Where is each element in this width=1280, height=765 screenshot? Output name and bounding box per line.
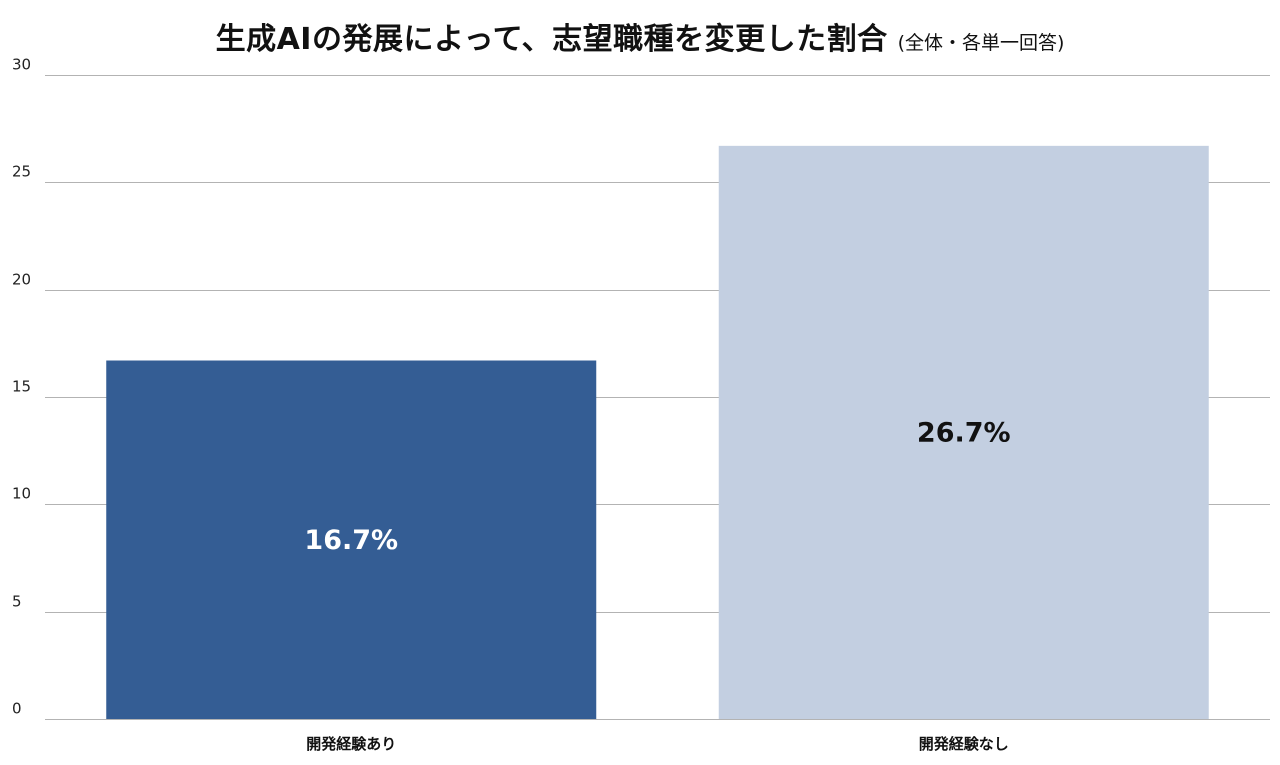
bar	[718, 145, 1209, 720]
y-tick-label: 0	[12, 700, 22, 718]
chart-title: 生成AIの発展によって、志望職種を変更した割合	[215, 22, 888, 57]
y-tick-label: 5	[12, 593, 22, 611]
y-tick-label: 30	[12, 56, 31, 74]
y-axis-ticks: 0 5 10 15 20 25 30	[12, 56, 31, 718]
y-tick-label: 25	[12, 163, 31, 181]
y-tick-label: 10	[12, 485, 31, 503]
y-tick-label: 15	[12, 378, 31, 396]
chart-title-block: 生成AIの発展によって、志望職種を変更した割合 (全体・各単一回答)	[0, 14, 1280, 58]
y-tick-label: 20	[12, 271, 31, 289]
bar	[106, 360, 597, 719]
data-labels: 16.7% 26.7%	[304, 417, 1010, 555]
bar-value-label: 26.7%	[917, 417, 1011, 448]
bar-value-label: 16.7%	[304, 525, 398, 556]
x-category-label: 開発経験なし	[919, 735, 1009, 753]
x-category-label: 開発経験あり	[306, 735, 396, 753]
x-axis-categories: 開発経験あり 開発経験なし	[306, 735, 1009, 753]
chart-subtitle: (全体・各単一回答)	[897, 32, 1065, 54]
bars	[106, 145, 1209, 720]
